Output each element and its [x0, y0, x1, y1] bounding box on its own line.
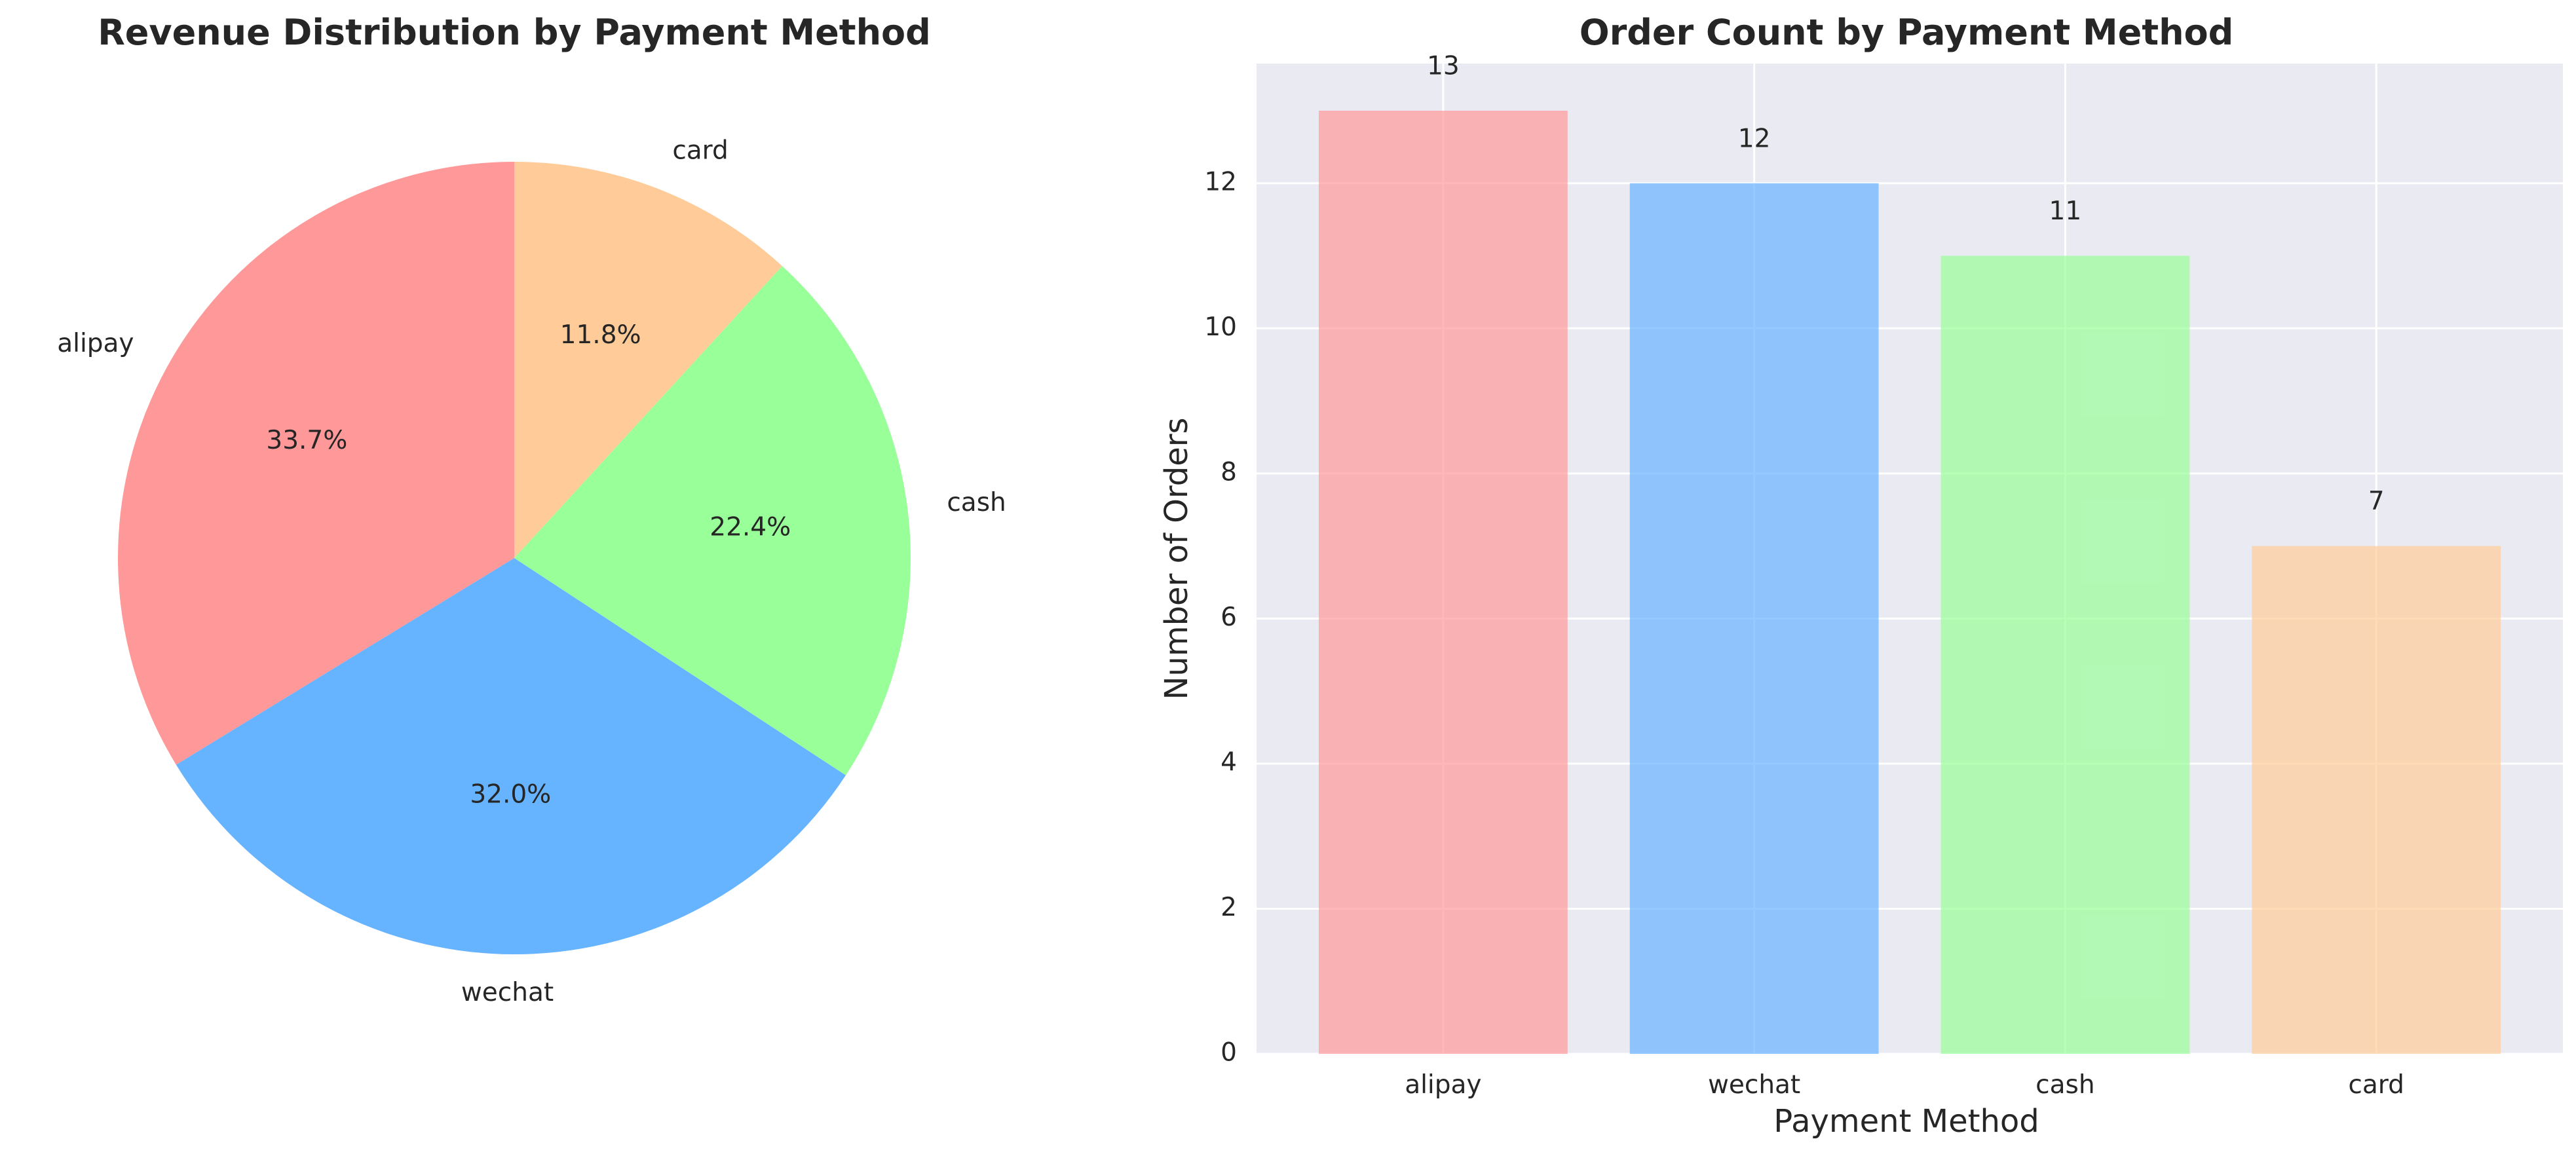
pie-percent-cash: 22.4%	[710, 513, 791, 542]
bar-cash	[1941, 255, 2190, 1054]
y-tick-label: 2	[1221, 893, 1237, 922]
y-tick-label: 12	[1204, 167, 1237, 196]
x-tick-label-alipay: alipay	[1405, 1070, 1481, 1100]
bar-value-label-alipay: 13	[1427, 52, 1460, 81]
pie-slices	[118, 162, 911, 954]
pie-label-wechat: wechat	[461, 978, 554, 1007]
y-tick-label: 10	[1204, 312, 1237, 342]
pie-percent-card: 11.8%	[560, 320, 641, 350]
y-tick-label: 4	[1221, 747, 1237, 777]
pie-percent-wechat: 32.0%	[470, 779, 551, 809]
bar-card	[2252, 546, 2501, 1054]
bar-value-label-cash: 11	[2049, 196, 2082, 226]
pie-slice-cash	[514, 266, 911, 775]
pie-slice-alipay	[118, 162, 514, 765]
y-tick-label: 0	[1221, 1038, 1237, 1068]
bar-chart-title: Order Count by Payment Method	[1580, 12, 2234, 53]
bar-wechat	[1629, 183, 1879, 1054]
pie-slice-card	[514, 162, 782, 558]
bar-chart: 13 12 11 7 0 2 4 6 8 10 12 alipay wechat cash card Or…	[1158, 12, 2563, 1140]
bar-bars: 13 12 11 7	[1318, 52, 2501, 1054]
pie-labels: alipay 33.7% wechat 32.0% cash 22.4% card 11.8%	[57, 136, 1006, 1007]
y-axis-label: Number of Orders	[1158, 417, 1195, 700]
x-tick-label-card: card	[2348, 1070, 2404, 1100]
pie-label-card: card	[672, 136, 728, 165]
bar-value-label-wechat: 12	[1738, 124, 1771, 153]
x-tick-label-cash: cash	[2036, 1070, 2094, 1100]
pie-chart: Revenue Distribution by Payment Method a…	[57, 12, 1006, 1007]
pie-label-cash: cash	[947, 488, 1006, 517]
x-axis-label: Payment Method	[1773, 1103, 2039, 1140]
bar-value-label-card: 7	[2368, 487, 2385, 516]
pie-slice-wechat	[176, 558, 846, 954]
pie-label-alipay: alipay	[57, 329, 134, 358]
y-tick-label: 8	[1221, 457, 1237, 487]
pie-chart-title: Revenue Distribution by Payment Method	[98, 12, 931, 53]
x-tick-label-wechat: wechat	[1708, 1070, 1800, 1100]
pie-percent-alipay: 33.7%	[266, 426, 347, 455]
bar-alipay	[1318, 111, 1568, 1054]
y-tick-label: 6	[1221, 603, 1237, 632]
bar-ticks: 0 2 4 6 8 10 12 alipay wechat cash card	[1204, 167, 2404, 1100]
